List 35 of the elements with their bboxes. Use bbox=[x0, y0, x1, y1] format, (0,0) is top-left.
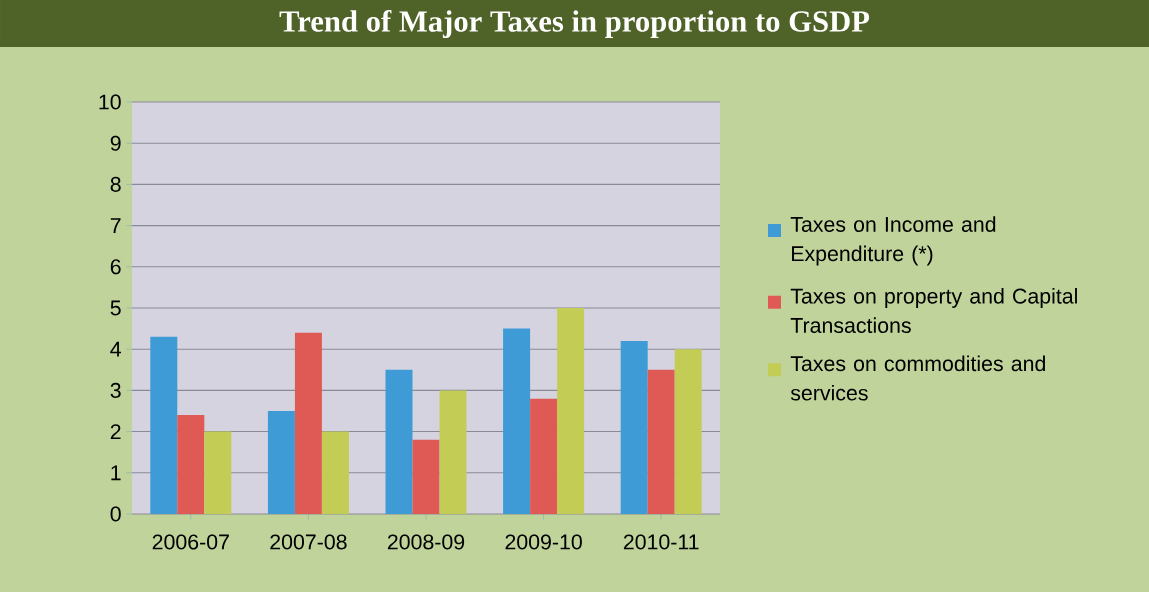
bar bbox=[385, 369, 413, 514]
bar bbox=[503, 328, 531, 514]
x-tick-label: 2006-07 bbox=[152, 534, 229, 550]
chart-title: Trend of Major Taxes in proportion to GSDP bbox=[279, 9, 870, 39]
legend-label: Taxes on Income and Expenditure (*) bbox=[790, 216, 996, 266]
y-tick-label: 2 bbox=[110, 424, 121, 440]
bar bbox=[204, 431, 232, 514]
bar bbox=[620, 340, 648, 514]
legend-label: Taxes on property and Capital Transactions bbox=[790, 288, 1077, 334]
x-tick-label: 2009-10 bbox=[505, 534, 582, 550]
x-tick-label: 2007-08 bbox=[270, 534, 347, 550]
x-tick-label: 2010-11 bbox=[623, 534, 699, 550]
y-tick-label: 1 bbox=[111, 465, 121, 481]
y-tick-label: 0 bbox=[110, 506, 121, 522]
y-tick-label: 7 bbox=[110, 218, 121, 233]
y-tick-label: 9 bbox=[110, 135, 121, 151]
bar bbox=[412, 439, 440, 514]
y-tick-label: 6 bbox=[110, 259, 121, 275]
bar bbox=[150, 336, 178, 514]
bar bbox=[530, 398, 558, 514]
y-tick-label: 5 bbox=[110, 300, 121, 316]
bar bbox=[647, 369, 675, 514]
bar bbox=[321, 431, 349, 514]
y-tick-label: 10 bbox=[99, 94, 121, 110]
y-tick-label: 4 bbox=[110, 341, 121, 357]
bar bbox=[177, 415, 205, 514]
legend-label: Taxes on commodities and services bbox=[790, 355, 1045, 401]
y-tick-label: 3 bbox=[110, 382, 121, 398]
bar bbox=[267, 410, 295, 514]
bar bbox=[439, 390, 467, 514]
x-tick-label: 2008-09 bbox=[387, 534, 465, 550]
bar bbox=[294, 332, 322, 514]
bar bbox=[674, 349, 702, 514]
y-tick-label: 8 bbox=[110, 176, 121, 192]
bar bbox=[557, 307, 585, 514]
